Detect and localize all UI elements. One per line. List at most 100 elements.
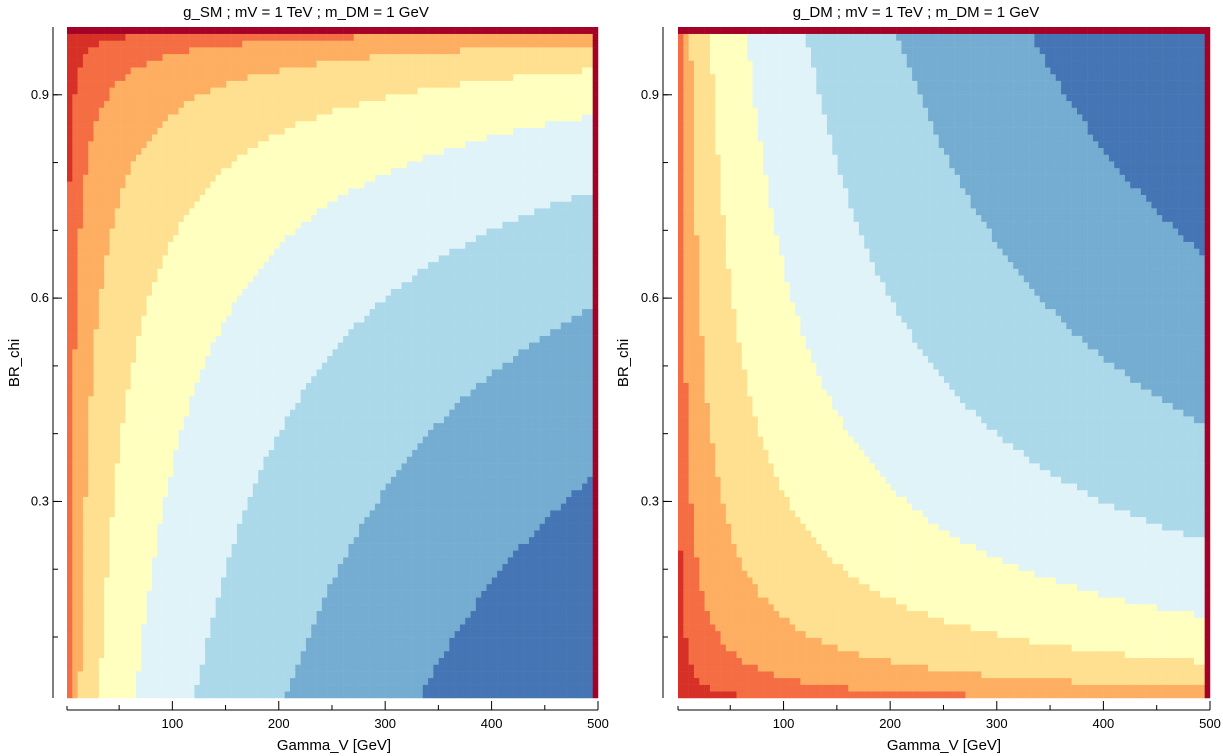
heatmap-cell: [231, 590, 238, 598]
heatmap-cell: [263, 543, 270, 551]
heatmap-cell: [300, 536, 307, 544]
heatmap-cell: [295, 349, 301, 357]
heatmap-cell: [316, 543, 323, 551]
heatmap-cell: [130, 563, 137, 571]
heatmap-cell: [67, 335, 73, 343]
heatmap-cell: [258, 248, 264, 256]
heatmap-cell: [98, 127, 105, 135]
heatmap-cell: [67, 610, 73, 618]
heatmap-cell: [268, 248, 275, 256]
heatmap-cell: [199, 590, 206, 598]
heatmap-cell: [146, 476, 153, 484]
heatmap-cell: [114, 409, 121, 417]
heatmap-cell: [77, 255, 84, 263]
heatmap-cell: [226, 382, 232, 390]
heatmap-cell: [162, 570, 169, 578]
heatmap-cell: [88, 563, 94, 571]
heatmap-cell: [109, 80, 116, 88]
heatmap-cell: [215, 174, 222, 182]
heatmap-cell: [104, 375, 110, 383]
heatmap-cell: [130, 295, 137, 303]
heatmap-cell: [146, 214, 153, 222]
heatmap-cell: [236, 664, 243, 672]
heatmap-cell: [77, 657, 84, 665]
heatmap-cell: [136, 94, 142, 102]
heatmap-cell: [167, 275, 174, 283]
heatmap-cell: [67, 651, 73, 658]
heatmap-cell: [151, 389, 158, 397]
heatmap-cell: [157, 235, 163, 242]
heatmap-cell: [199, 617, 206, 625]
heatmap-cell: [290, 664, 296, 672]
heatmap-cell: [72, 53, 78, 61]
heatmap-cell: [173, 523, 179, 531]
heatmap-cell: [151, 496, 158, 504]
heatmap-cell: [242, 120, 248, 128]
heatmap-cell: [199, 302, 206, 310]
heatmap-cell: [247, 315, 254, 323]
heatmap-cell: [82, 255, 89, 263]
heatmap-cell: [130, 154, 137, 162]
heatmap-cell: [146, 47, 153, 55]
heatmap-cell: [210, 201, 216, 209]
heatmap-cell: [295, 228, 301, 236]
heatmap-cell: [157, 141, 163, 149]
heatmap-cell: [279, 228, 285, 236]
heatmap-cell: [98, 483, 105, 491]
heatmap-cell: [178, 543, 185, 551]
heatmap-cell: [125, 60, 131, 68]
heatmap-cell: [93, 402, 100, 410]
heatmap-cell: [178, 489, 185, 497]
heatmap-cell: [146, 275, 153, 283]
heatmap-cell: [258, 114, 264, 122]
heatmap-cell: [114, 33, 121, 41]
heatmap-cell: [120, 691, 126, 699]
heatmap-cell: [300, 429, 307, 437]
heatmap-cell: [151, 402, 158, 410]
heatmap-cell: [141, 342, 147, 350]
heatmap-cell: [130, 67, 137, 75]
heatmap-cell: [220, 73, 227, 81]
heatmap-cell: [300, 255, 307, 263]
heatmap-cell: [215, 47, 222, 55]
heatmap-cell: [130, 456, 137, 464]
heatmap-cell: [167, 47, 174, 55]
heatmap-cell: [136, 235, 142, 242]
heatmap-cell: [284, 530, 291, 538]
heatmap-cell: [173, 241, 179, 249]
heatmap-cell: [104, 308, 110, 316]
heatmap-cell: [183, 60, 190, 68]
heatmap-cell: [178, 342, 185, 350]
heatmap-cell: [279, 503, 285, 511]
heatmap-cell: [210, 53, 216, 61]
heatmap-cell: [130, 469, 137, 477]
heatmap-cell: [242, 127, 248, 135]
heatmap-cell: [72, 422, 78, 430]
heatmap-cell: [300, 295, 307, 303]
heatmap-cell: [252, 315, 259, 323]
heatmap-cell: [226, 87, 232, 95]
heatmap-cell: [151, 73, 158, 81]
heatmap-cell: [77, 375, 84, 383]
heatmap-cell: [316, 241, 323, 249]
heatmap-cell: [284, 248, 291, 256]
heatmap-cell: [327, 463, 333, 471]
heatmap-cell: [290, 449, 296, 457]
heatmap-cell: [130, 684, 137, 692]
heatmap-cell: [205, 208, 211, 216]
heatmap-cell: [162, 47, 169, 55]
heatmap-cell: [279, 563, 285, 571]
heatmap-cell: [162, 496, 169, 504]
heatmap-cell: [125, 241, 131, 249]
heatmap-cell: [109, 590, 116, 598]
heatmap-cell: [130, 489, 137, 497]
heatmap-cell: [226, 489, 232, 497]
heatmap-cell: [290, 516, 296, 524]
heatmap-cell: [151, 288, 158, 296]
heatmap-cell: [242, 523, 248, 531]
heatmap-cell: [226, 308, 232, 316]
heatmap-cell: [183, 543, 190, 551]
heatmap-cell: [98, 40, 105, 48]
heatmap-cell: [199, 550, 206, 558]
heatmap-cell: [178, 275, 185, 283]
